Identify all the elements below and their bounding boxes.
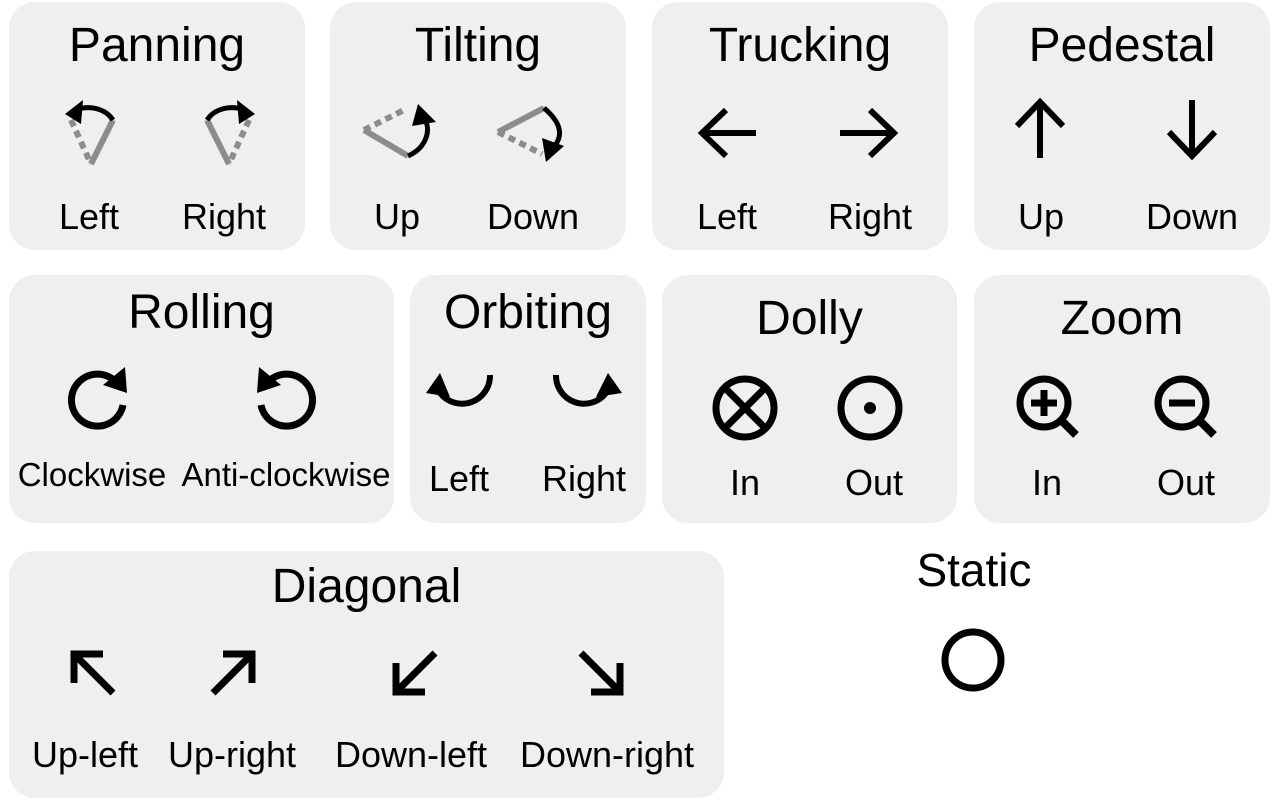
zoom-out-icon [1154,375,1217,438]
tilting-panel: Tilting Up Down [330,2,626,250]
static-title: Static [916,544,1032,596]
trucking-title: Trucking [708,19,892,72]
circled-cross-icon [712,375,778,441]
rolling-panel: Rolling Clockwise Anti-clockwise [9,275,394,523]
trucking-panel: Trucking Left Right [652,2,948,250]
diag-up-right-label: Up-right [167,734,297,775]
orbiting-panel: Orbiting Left Right [410,275,646,523]
rotate-anticlockwise-icon [257,367,317,430]
rotate-clockwise-icon [67,367,127,430]
diagonal-title: Diagonal [271,560,462,613]
pedestal-down-label: Down [1145,196,1239,237]
arrow-down-left-icon [392,650,438,696]
arrow-left-icon [697,107,756,159]
rolling-title: Rolling [128,286,275,339]
dolly-out-label: Out [844,462,904,503]
tilt-down-label: Down [486,196,580,237]
arrow-down-icon [1166,100,1218,161]
dolly-title: Dolly [756,292,863,345]
zoom-in-label: In [1031,462,1063,503]
orbit-right-icon [552,373,622,407]
arrow-up-left-icon [70,650,116,696]
zoom-out-label: Out [1156,462,1216,503]
pan-left-icon [65,100,116,166]
truck-left-label: Left [696,196,758,237]
diag-down-right-label: Down-right [519,734,695,775]
circle-icon [941,628,1005,692]
roll-clockwise-label: Clockwise [17,456,167,493]
zoom-panel: Zoom In Out [974,275,1270,523]
roll-anticlockwise-label: Anti-clockwise [181,456,391,493]
static-group: Static [874,547,1074,707]
tilting-title: Tilting [414,19,542,72]
diagonal-panel: Diagonal Up-left Up-right Down-left Down… [9,551,724,798]
arrow-up-icon [1014,97,1066,158]
pan-right-label: Right [181,196,267,237]
truck-right-label: Right [827,196,913,237]
pedestal-title: Pedestal [1028,19,1216,72]
orbit-left-label: Left [428,458,490,499]
zoom-title: Zoom [1060,292,1184,345]
arrow-down-right-icon [578,650,624,696]
circled-dot-icon [837,375,903,441]
orbit-right-label: Right [541,458,627,499]
panning-panel: Panning Left Right [9,2,305,250]
panning-title: Panning [68,19,246,72]
tilt-up-icon [362,104,436,159]
pan-right-icon [204,100,255,166]
tilt-down-icon [496,105,564,162]
orbiting-title: Orbiting [443,286,613,339]
pan-left-label: Left [58,196,120,237]
pedestal-up-label: Up [1017,196,1065,237]
zoom-in-icon [1016,375,1079,438]
arrow-up-right-icon [210,650,256,696]
diag-up-left-label: Up-left [31,734,139,775]
diag-down-left-label: Down-left [334,734,488,775]
orbit-left-icon [426,373,494,407]
dolly-in-label: In [729,462,761,503]
dolly-panel: Dolly In Out [662,275,957,523]
arrow-right-icon [840,107,899,159]
tilt-up-label: Up [373,196,421,237]
pedestal-panel: Pedestal Up Down [974,2,1270,250]
